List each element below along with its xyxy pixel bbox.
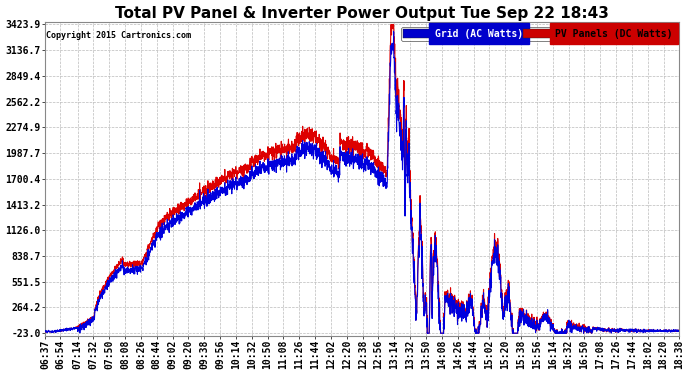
Title: Total PV Panel & Inverter Power Output Tue Sep 22 18:43: Total PV Panel & Inverter Power Output T… bbox=[115, 6, 609, 21]
Legend: Grid (AC Watts), PV Panels (DC Watts): Grid (AC Watts), PV Panels (DC Watts) bbox=[401, 27, 675, 40]
Text: Copyright 2015 Cartronics.com: Copyright 2015 Cartronics.com bbox=[46, 31, 191, 40]
